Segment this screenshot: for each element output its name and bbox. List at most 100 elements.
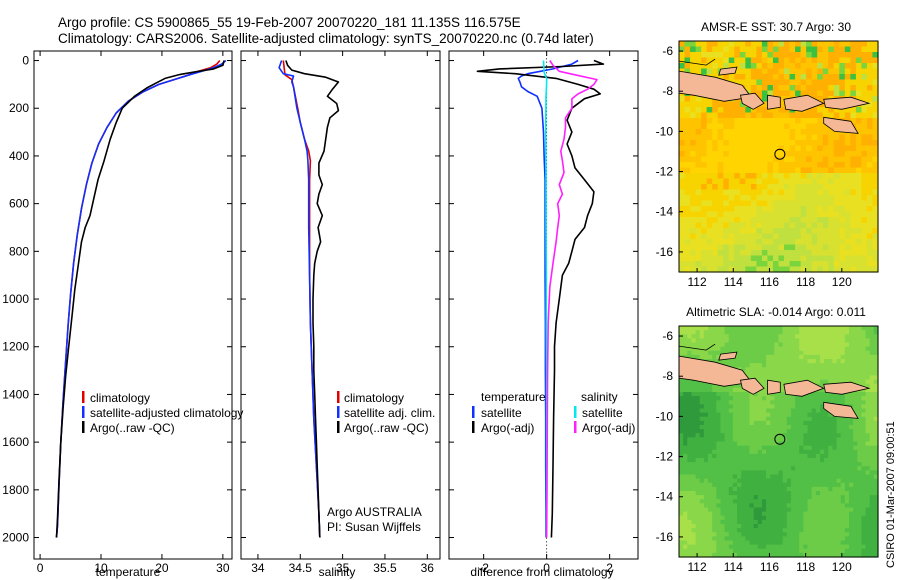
field-cell bbox=[749, 524, 755, 529]
field-cell bbox=[724, 536, 730, 542]
field-cell bbox=[795, 548, 800, 554]
field-cell bbox=[723, 156, 730, 163]
field-cell bbox=[684, 63, 691, 70]
field-cell bbox=[861, 466, 867, 471]
field-cell bbox=[850, 244, 857, 251]
field-cell bbox=[795, 330, 800, 335]
field-cell bbox=[848, 462, 854, 467]
field-cell bbox=[824, 371, 829, 377]
field-cell bbox=[745, 342, 751, 348]
field-cell bbox=[683, 486, 688, 492]
field-cell bbox=[803, 350, 809, 356]
field-cell bbox=[690, 112, 697, 119]
field-cell bbox=[807, 396, 813, 401]
field-cell bbox=[687, 470, 693, 476]
field-cell bbox=[872, 90, 879, 97]
field-cell bbox=[767, 228, 774, 235]
field-cell bbox=[819, 458, 825, 463]
field-cell bbox=[757, 433, 763, 438]
legend-swatch-satellite bbox=[337, 406, 340, 418]
field-cell bbox=[679, 189, 686, 196]
field-cell bbox=[811, 515, 817, 521]
field-cell bbox=[832, 326, 838, 331]
field-cell bbox=[679, 173, 686, 180]
field-cell bbox=[828, 416, 833, 422]
field-cell bbox=[782, 375, 788, 381]
field-cell bbox=[720, 486, 726, 492]
field-cell bbox=[712, 346, 717, 352]
field-cell bbox=[844, 211, 851, 218]
field-cell bbox=[701, 129, 708, 136]
field-cell bbox=[790, 511, 796, 517]
field-cell bbox=[832, 342, 838, 348]
field-cell bbox=[815, 338, 821, 344]
field-cell bbox=[782, 392, 788, 397]
field-cell bbox=[770, 548, 775, 554]
field-cell bbox=[687, 462, 693, 467]
field-cell bbox=[695, 544, 701, 550]
field-cell bbox=[728, 359, 734, 364]
field-cell bbox=[687, 507, 693, 513]
frames-layer: 0 10 20 30020040060080010001200140016001800… bbox=[2, 40, 879, 575]
field-cell bbox=[840, 416, 846, 422]
field-cell bbox=[795, 354, 800, 360]
field-cell bbox=[832, 495, 838, 500]
field-cell bbox=[753, 511, 759, 517]
field-cell bbox=[745, 129, 752, 136]
field-cell bbox=[850, 74, 857, 81]
field-cell bbox=[750, 46, 757, 53]
field-cell bbox=[866, 173, 874, 180]
field-cell bbox=[679, 396, 684, 401]
field-cell bbox=[811, 195, 818, 202]
field-cell bbox=[795, 350, 800, 356]
field-cell bbox=[873, 511, 879, 517]
field-cell bbox=[853, 515, 858, 521]
field-cell bbox=[824, 519, 829, 525]
field-cell bbox=[865, 396, 871, 401]
field-cell bbox=[848, 544, 854, 550]
field-cell bbox=[766, 528, 771, 533]
field-cell bbox=[848, 441, 854, 447]
field-cell bbox=[745, 334, 751, 339]
field-cell bbox=[708, 346, 713, 352]
field-cell bbox=[819, 515, 825, 521]
field-cell bbox=[772, 211, 780, 218]
field-cell bbox=[679, 499, 684, 504]
field-cell bbox=[839, 57, 846, 64]
field-cell bbox=[866, 85, 874, 92]
field-cell bbox=[724, 470, 730, 476]
field-cell bbox=[869, 396, 875, 401]
field-cell bbox=[716, 350, 722, 356]
field-cell bbox=[778, 184, 785, 191]
field-cell bbox=[728, 222, 735, 229]
field-cell bbox=[683, 536, 688, 542]
field-cell bbox=[749, 474, 755, 480]
field-cell bbox=[745, 453, 751, 459]
field-cell bbox=[691, 453, 697, 459]
field-cell bbox=[728, 532, 734, 537]
field-cell bbox=[724, 359, 730, 364]
field-cell bbox=[844, 400, 850, 405]
field-cell bbox=[728, 228, 735, 235]
field-cell bbox=[695, 68, 702, 75]
field-cell bbox=[795, 404, 800, 410]
island-shape bbox=[718, 351, 738, 361]
field-cell bbox=[861, 195, 868, 202]
field-cell bbox=[745, 211, 752, 218]
field-cell bbox=[695, 96, 702, 103]
field-cell bbox=[695, 491, 701, 496]
field-cell bbox=[699, 528, 705, 533]
field-cell bbox=[806, 228, 813, 235]
field-cell bbox=[699, 474, 705, 480]
field-cell bbox=[691, 528, 697, 533]
field-cell bbox=[720, 326, 726, 331]
field-cell bbox=[790, 491, 796, 496]
field-cell bbox=[770, 544, 775, 550]
field-cell bbox=[836, 524, 842, 529]
sst_map-ytick-label: -16 bbox=[656, 245, 674, 259]
field-cell bbox=[800, 74, 807, 81]
field-cell bbox=[767, 52, 774, 59]
field-cell bbox=[815, 445, 821, 451]
field-cell bbox=[795, 195, 802, 202]
field-cell bbox=[708, 552, 713, 558]
